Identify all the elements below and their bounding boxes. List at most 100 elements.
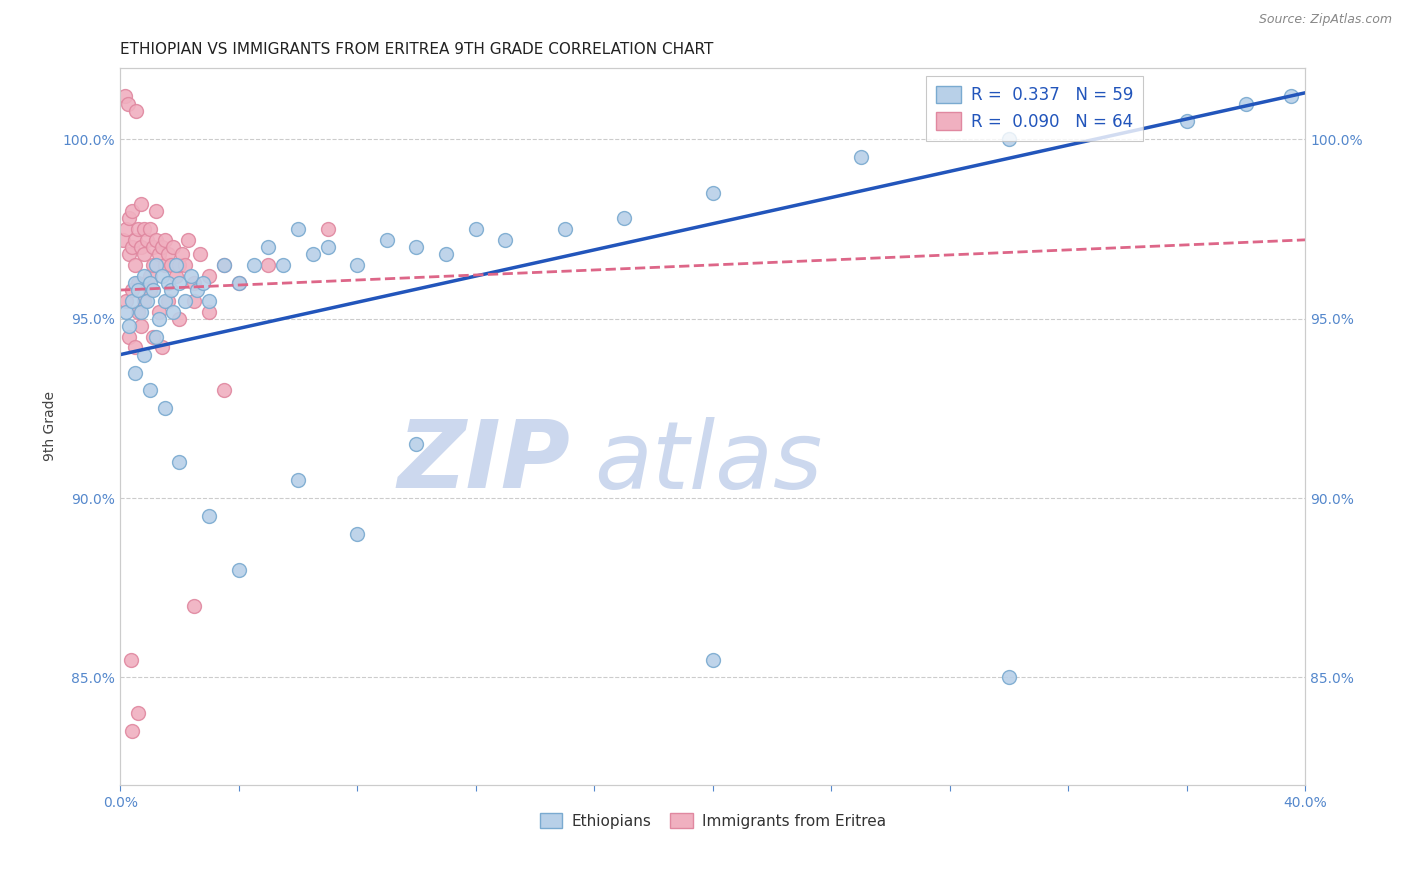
Point [316,240,339,254]
Point [124,341,146,355]
Point [142,329,165,343]
Point [554,222,576,236]
Point [139,276,162,290]
Point [114,89,136,103]
Point [145,233,167,247]
Point [156,247,179,261]
Point [177,233,200,247]
Point [150,268,173,283]
Point [186,283,208,297]
Point [115,293,138,308]
Point [145,204,167,219]
Point [228,276,250,290]
Point [174,258,197,272]
Point [316,222,339,236]
Point [139,222,162,236]
Point [198,268,221,283]
Point [271,258,294,272]
Point [124,276,146,290]
Point [287,222,309,236]
Point [153,233,176,247]
Point [129,318,152,333]
Point [188,247,211,261]
Point [257,258,280,272]
Point [153,258,176,272]
Point [127,283,149,297]
Point [118,247,141,261]
Point [132,222,155,236]
Point [127,706,149,721]
Point [375,233,398,247]
Text: ETHIOPIAN VS IMMIGRANTS FROM ERITREA 9TH GRADE CORRELATION CHART: ETHIOPIAN VS IMMIGRANTS FROM ERITREA 9TH… [120,42,713,57]
Point [139,384,162,398]
Point [135,293,157,308]
Point [998,132,1021,146]
Point [148,304,170,318]
Point [150,240,173,254]
Point [135,276,157,290]
Point [1175,114,1198,128]
Point [112,233,135,247]
Text: Source: ZipAtlas.com: Source: ZipAtlas.com [1258,13,1392,27]
Point [174,293,197,308]
Point [198,304,221,318]
Point [121,204,143,219]
Point [132,268,155,283]
Point [115,222,138,236]
Point [180,268,202,283]
Point [159,283,181,297]
Point [124,258,146,272]
Point [228,563,250,577]
Point [849,150,872,164]
Point [212,258,235,272]
Point [613,211,636,226]
Point [464,222,486,236]
Legend: Ethiopians, Immigrants from Eritrea: Ethiopians, Immigrants from Eritrea [533,806,893,835]
Point [125,103,148,118]
Point [405,437,427,451]
Point [121,240,143,254]
Point [118,329,141,343]
Point [132,348,155,362]
Point [142,240,165,254]
Point [183,293,205,308]
Point [287,473,309,487]
Text: atlas: atlas [595,417,823,508]
Point [142,283,165,297]
Point [132,293,155,308]
Point [169,258,191,272]
Point [169,455,191,469]
Point [129,240,152,254]
Point [257,240,280,254]
Point [405,240,427,254]
Point [121,293,143,308]
Point [139,283,162,297]
Text: ZIP: ZIP [398,417,571,508]
Y-axis label: 9th Grade: 9th Grade [44,392,58,461]
Point [162,304,184,318]
Point [156,276,179,290]
Point [124,233,146,247]
Point [153,293,176,308]
Point [212,258,235,272]
Point [132,247,155,261]
Point [129,304,152,318]
Point [169,311,191,326]
Point [129,197,152,211]
Point [169,276,191,290]
Point [148,247,170,261]
Point [702,186,724,201]
Point [148,311,170,326]
Point [212,384,235,398]
Point [150,341,173,355]
Point [346,258,368,272]
Point [159,258,181,272]
Point [166,268,188,283]
Point [191,276,214,290]
Point [118,318,141,333]
Point [702,652,724,666]
Point [139,268,162,283]
Point [183,276,205,290]
Point [346,527,368,541]
Point [198,293,221,308]
